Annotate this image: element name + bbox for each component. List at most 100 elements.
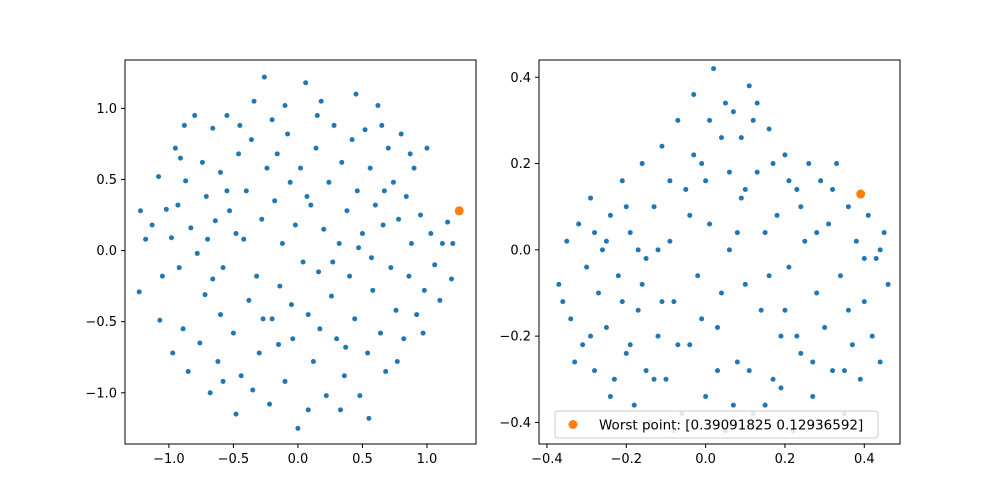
scatter-point	[588, 195, 594, 201]
scatter-point	[754, 169, 760, 175]
scatter-point	[734, 359, 740, 365]
scatter-point	[786, 178, 792, 184]
scatter-point	[758, 307, 764, 313]
scatter-point	[321, 226, 327, 232]
scatter-point	[343, 344, 349, 350]
scatter-point	[810, 359, 816, 365]
scatter-point	[170, 350, 176, 356]
scatter-point	[250, 387, 256, 393]
scatter-point	[317, 326, 323, 332]
scatter-point	[341, 373, 347, 379]
y-tick-label: −1.0	[85, 386, 117, 401]
scatter-point	[695, 273, 701, 279]
scatter-point	[236, 151, 242, 157]
scatter-point	[655, 247, 661, 253]
y-tick-label: −0.4	[499, 416, 531, 431]
scatter-point	[675, 342, 681, 348]
scatter-point	[428, 231, 434, 237]
scatter-point	[279, 240, 285, 246]
scatter-point	[282, 378, 288, 384]
scatter-point	[339, 159, 345, 165]
scatter-point	[861, 299, 867, 305]
scatter-point	[285, 131, 291, 137]
scatter-point	[715, 368, 721, 374]
scatter-point	[390, 179, 396, 185]
scatter-point	[663, 376, 669, 382]
scatter-point	[806, 161, 812, 167]
scatter-point	[762, 402, 768, 408]
scatter-point	[432, 262, 438, 268]
scatter-point	[639, 161, 645, 167]
scatter-point	[220, 378, 226, 384]
scatter-point	[738, 195, 744, 201]
y-tick-label: 0.5	[96, 173, 117, 188]
scatter-point	[287, 179, 293, 185]
x-tick-label: −0.4	[531, 452, 563, 467]
scatter-point	[316, 269, 322, 275]
scatter-point	[233, 411, 239, 417]
scatter-point	[269, 316, 275, 322]
x-tick-label: 0.5	[352, 452, 373, 467]
scatter-point	[172, 145, 178, 151]
scatter-point	[207, 390, 213, 396]
scatter-point	[256, 350, 262, 356]
scatter-point	[418, 212, 424, 218]
scatter-point	[336, 240, 342, 246]
scatter-point	[841, 368, 847, 374]
scatter-point	[699, 316, 705, 322]
scatter-point	[635, 247, 641, 253]
scatter-point	[707, 117, 713, 123]
scatter-point	[246, 297, 252, 303]
scatter-point	[849, 342, 855, 348]
scatter-point	[298, 165, 303, 171]
scatter-point	[202, 292, 208, 298]
scatter-point	[149, 222, 155, 228]
scatter-point	[212, 218, 218, 224]
scatter-point	[300, 259, 306, 265]
scatter-point	[308, 202, 314, 208]
scatter-point	[822, 325, 828, 331]
scatter-point	[411, 165, 417, 171]
scatter-point	[217, 169, 223, 175]
scatter-point	[313, 145, 319, 151]
legend-box	[554, 410, 879, 439]
scatter-point	[368, 255, 374, 261]
scatter-point	[385, 145, 391, 151]
scatter-point	[357, 393, 363, 399]
scatter-point	[408, 240, 414, 246]
scatter-point	[359, 231, 365, 237]
scatter-point	[310, 359, 316, 365]
scatter-point	[845, 204, 851, 210]
legend-label: Worst point: [0.39091825 0.12936592]	[599, 418, 863, 434]
scatter-point	[176, 265, 182, 271]
scatter-point	[338, 407, 343, 413]
scatter-point	[818, 178, 824, 184]
scatter-point	[782, 307, 788, 313]
scatter-point	[802, 238, 808, 244]
scatter-point	[380, 222, 386, 228]
scatter-point	[718, 135, 724, 141]
scatter-point	[667, 238, 673, 244]
scatter-point	[655, 333, 661, 339]
scatter-point	[782, 152, 788, 158]
x-tick-label: 0.0	[288, 452, 309, 467]
scatter-point	[362, 127, 368, 133]
scatter-point	[365, 350, 371, 356]
scatter-point	[367, 165, 373, 171]
scatter-point	[288, 302, 294, 308]
scatter-point	[437, 297, 443, 303]
y-tick-label: 0.4	[510, 71, 531, 86]
scatter-point	[651, 204, 657, 210]
scatter-point	[576, 221, 582, 227]
scatter-point	[857, 376, 863, 382]
scatter-point	[881, 230, 887, 236]
scatter-point	[607, 394, 613, 400]
scatter-point	[203, 194, 209, 200]
scatter-point	[603, 325, 609, 331]
scatter-point	[401, 336, 407, 342]
scatter-point	[136, 289, 142, 295]
worst-point-marker	[856, 189, 866, 199]
scatter-point	[770, 161, 776, 167]
x-tick-label: −1.0	[153, 452, 185, 467]
scatter-point	[159, 273, 165, 279]
